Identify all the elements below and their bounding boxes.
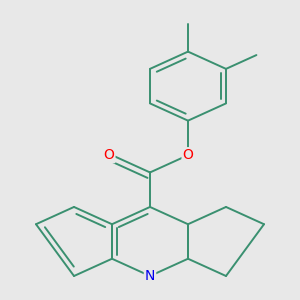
Text: O: O <box>103 148 114 162</box>
Text: O: O <box>183 148 194 162</box>
Text: N: N <box>145 269 155 283</box>
